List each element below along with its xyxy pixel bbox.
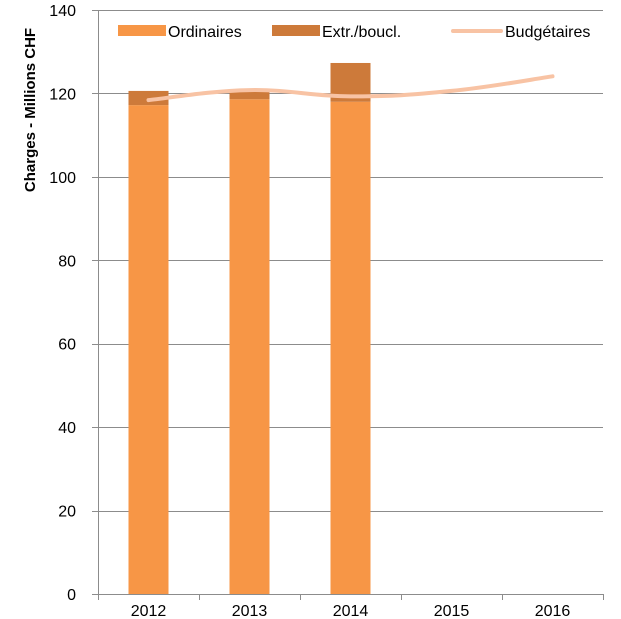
line-series — [146, 74, 555, 103]
bar-ordinaires-2012 — [128, 105, 169, 594]
y-tick-label: 80 — [58, 253, 76, 270]
bar-ordinaires-2013 — [229, 99, 270, 595]
x-tick-labels: 2012 2013 2014 2015 2016 — [131, 603, 571, 619]
bars — [128, 62, 371, 595]
x-tick-label: 2014 — [333, 603, 369, 619]
legend-label-ordinaires: Ordinaires — [168, 24, 242, 41]
legend-swatch-ordinaires — [118, 25, 166, 36]
y-tick-label: 20 — [58, 504, 76, 521]
y-tick-label: 120 — [49, 86, 76, 103]
y-tick-label: 40 — [58, 420, 76, 437]
x-tick-label: 2012 — [131, 603, 167, 619]
y-tick-label: 60 — [58, 337, 76, 354]
y-tick-label: 140 — [49, 3, 76, 20]
axes — [92, 10, 604, 600]
y-tick-label: 0 — [67, 587, 76, 604]
bar-extr-boucl--2013 — [229, 90, 270, 100]
legend: Ordinaires Extr./boucl. Budgétaires — [118, 24, 590, 41]
bar-extr-boucl--2012 — [128, 90, 169, 106]
y-tick-labels: 0 20 40 60 80 100 120 140 — [49, 3, 76, 604]
bar-ordinaires-2014 — [330, 101, 371, 595]
x-tick-label: 2016 — [535, 603, 571, 619]
legend-label-extr-boucl-: Extr./boucl. — [322, 24, 401, 41]
y-tick-label: 100 — [49, 170, 76, 187]
legend-label-budg-taires: Budgétaires — [505, 24, 590, 41]
legend-swatch-extr-boucl- — [272, 25, 320, 36]
y-axis-label: Charges - Millions CHF — [22, 28, 39, 192]
x-tick-label: 2013 — [232, 603, 268, 619]
x-tick-label: 2015 — [434, 603, 470, 619]
